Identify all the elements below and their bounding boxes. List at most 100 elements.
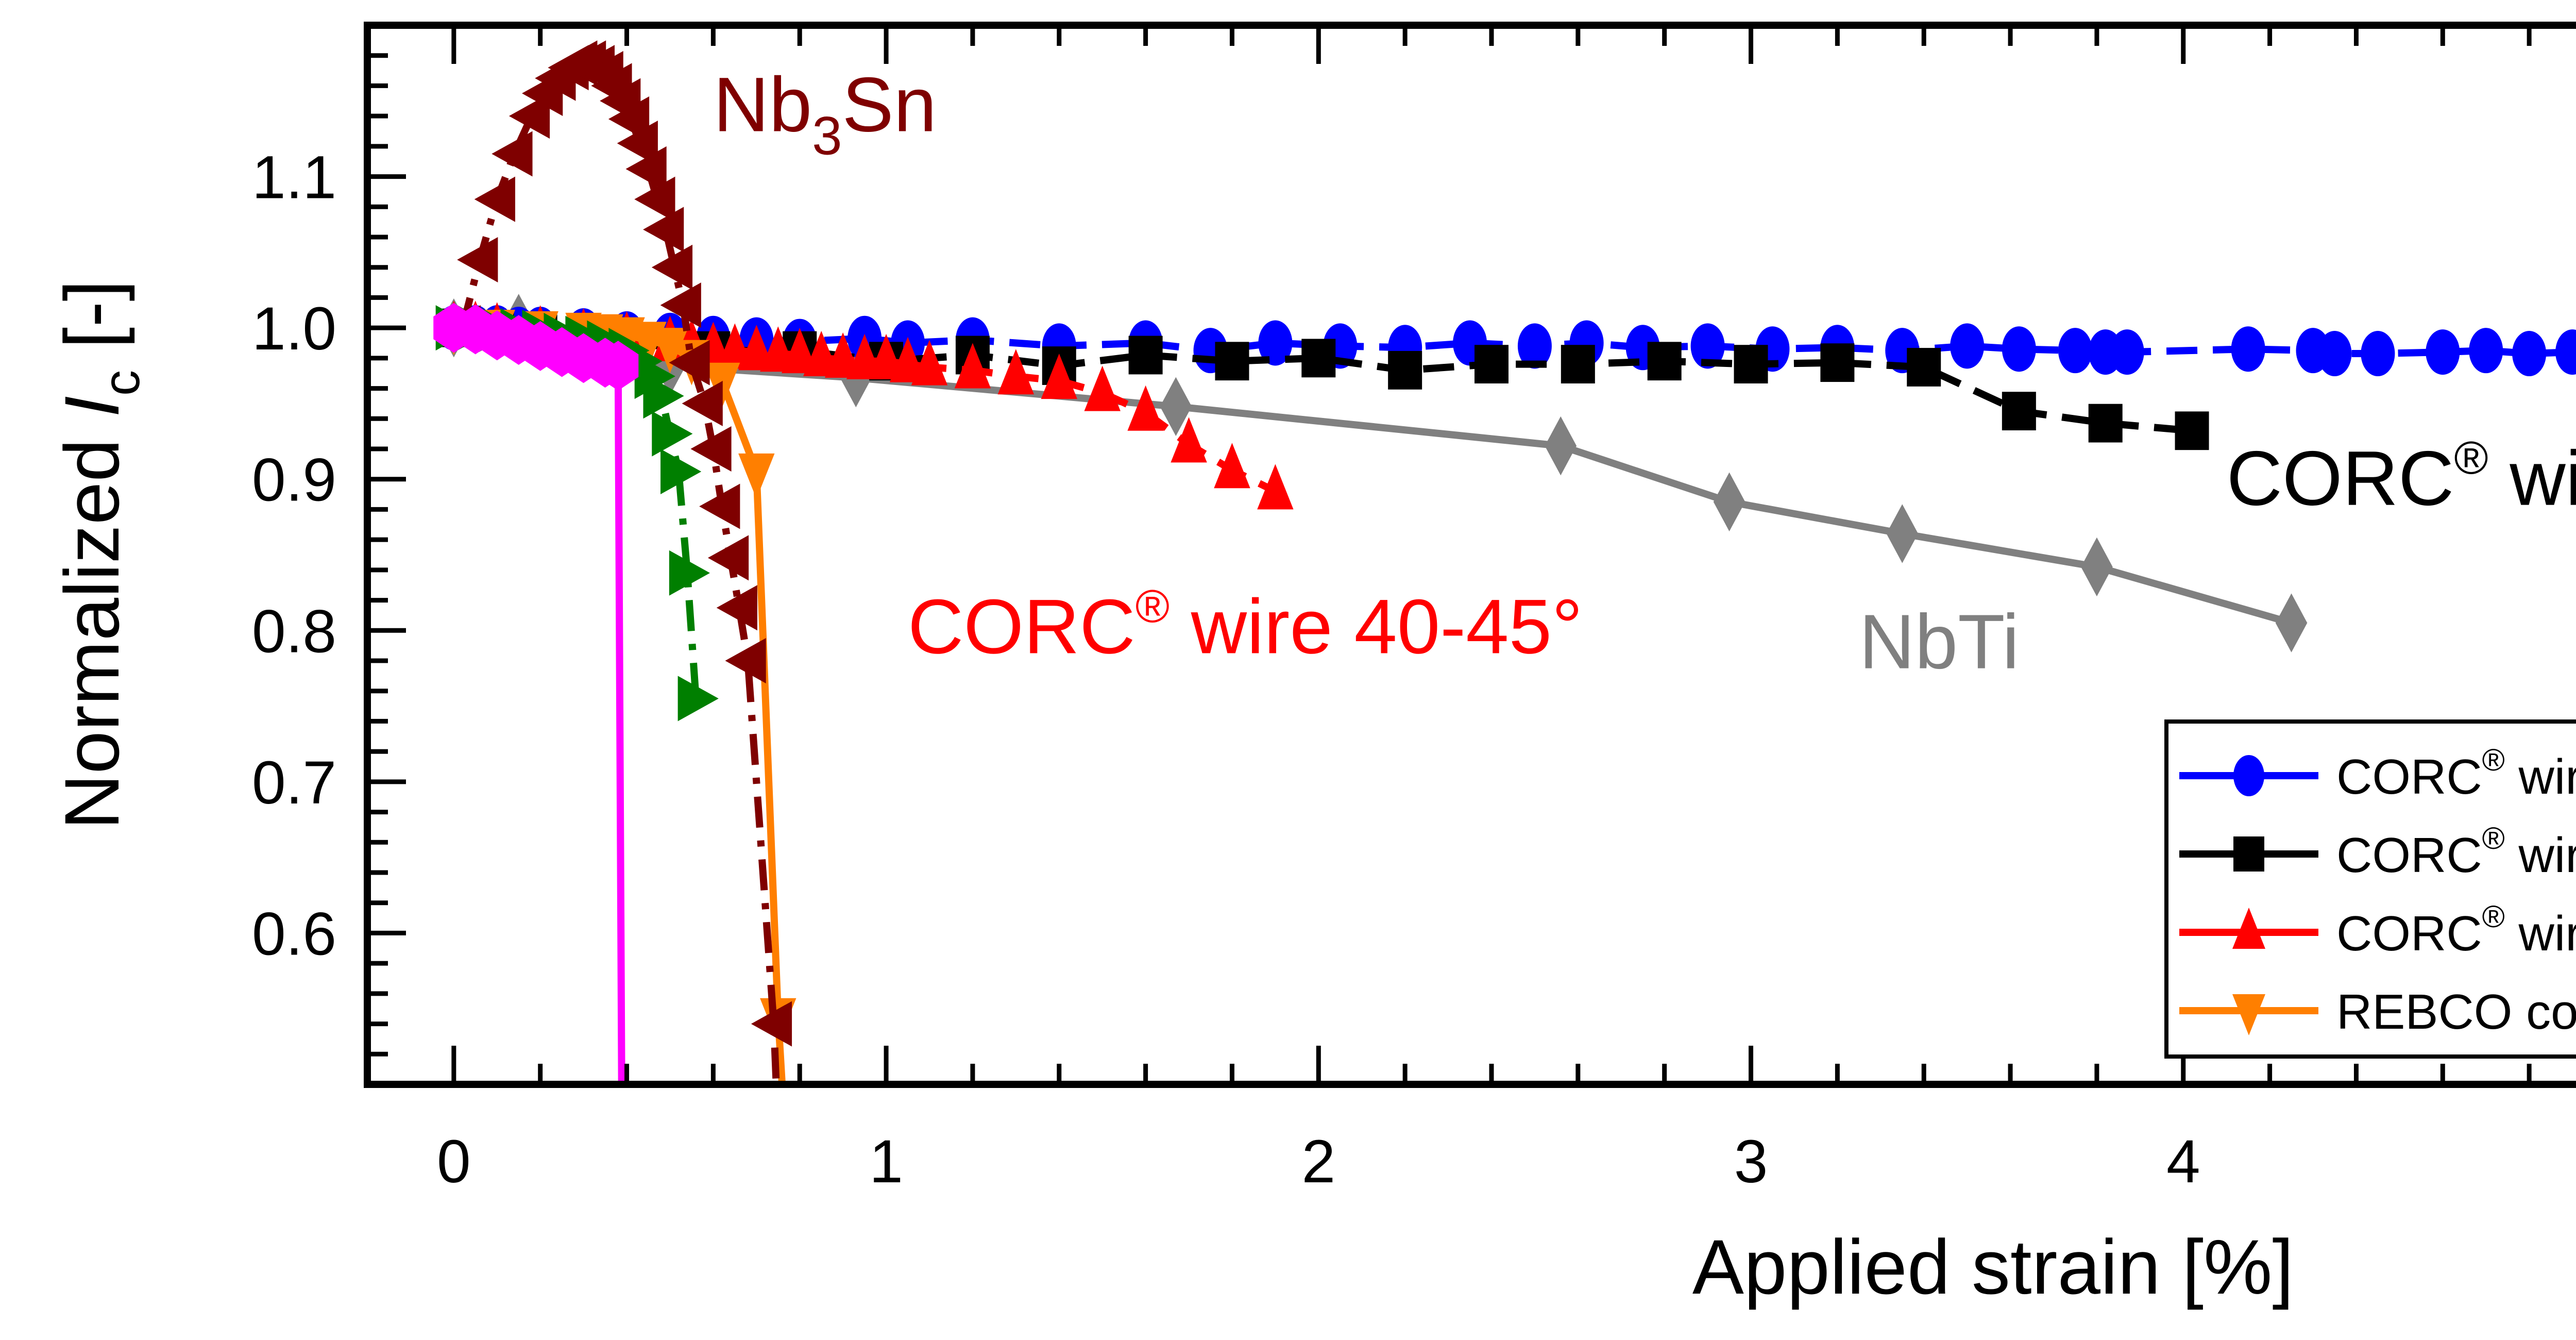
data-point — [492, 131, 533, 177]
data-point — [651, 244, 693, 290]
data-point — [2081, 537, 2113, 597]
data-point — [1545, 416, 1577, 476]
annotation-label: Optimized CORC® wire — [2572, 198, 2576, 287]
data-point — [868, 333, 905, 379]
data-point — [1388, 350, 1422, 390]
legend-marker — [2232, 994, 2265, 1035]
data-point — [608, 96, 650, 142]
data-point — [1041, 354, 1077, 399]
data-point — [1214, 443, 1250, 489]
data-point — [707, 535, 749, 581]
data-point — [1258, 320, 1293, 366]
series-layer — [433, 40, 2576, 1084]
data-point — [1907, 348, 1941, 387]
legend-item: REBCO coated conductor — [2179, 984, 2576, 1040]
x-tick-label: 4 — [2166, 1128, 2200, 1196]
annotations: Nb3Sn Optimized CORC® wire CORC® wire 30-3… — [713, 61, 2576, 685]
legend-label: CORC® wire 28 tapes optimized — [2336, 743, 2576, 805]
y-tick-label: 0.8 — [252, 597, 336, 665]
data-point — [617, 120, 658, 166]
data-point — [2002, 392, 2036, 431]
x-tick-label: 3 — [1734, 1128, 1768, 1196]
legend-item: CORC® wire 28 tapes optimized — [2179, 743, 2576, 805]
data-point — [509, 93, 550, 139]
data-point — [889, 337, 926, 382]
data-point — [2175, 411, 2209, 450]
data-point — [2317, 331, 2352, 377]
data-point — [598, 341, 639, 391]
data-point — [1690, 323, 1725, 369]
annotation-label: CORC® wire 30-36° — [2227, 433, 2576, 522]
data-point — [1160, 377, 1192, 436]
x-tick-label: 2 — [1301, 1128, 1335, 1196]
data-point — [457, 237, 498, 283]
series-nb3sn — [439, 40, 792, 1084]
data-point — [2426, 329, 2460, 375]
series-line — [453, 324, 625, 1084]
legend-label: REBCO coated conductor — [2336, 984, 2576, 1040]
data-point — [997, 349, 1035, 395]
data-point — [1713, 472, 1745, 531]
legend-label: CORC® wire wound at 40-45° — [2336, 899, 2576, 961]
data-point — [1474, 345, 1509, 383]
data-point — [716, 585, 757, 631]
annotation-label: NbTi — [1859, 598, 2019, 685]
data-point — [2002, 326, 2036, 372]
data-point — [660, 282, 701, 328]
data-point — [660, 449, 702, 495]
data-point — [1950, 323, 1985, 369]
data-point — [1171, 417, 1207, 463]
data-point — [625, 146, 667, 192]
data-point — [474, 176, 515, 222]
legend-marker — [2233, 836, 2264, 872]
data-point — [1257, 464, 1294, 510]
series-bi-2223 — [433, 303, 639, 1084]
data-point — [2361, 331, 2395, 377]
data-point — [1517, 323, 1552, 369]
legend-label: CORC® wire wound at 30-36° — [2336, 821, 2576, 883]
annotation-label: CORC® wire 40-45° — [908, 581, 1583, 669]
x-tick-label: 0 — [437, 1128, 471, 1196]
data-point — [2512, 331, 2547, 377]
y-tick-label: 0.7 — [252, 749, 336, 817]
data-point — [2058, 328, 2092, 374]
data-point — [643, 373, 684, 419]
data-point — [669, 340, 710, 386]
x-tick-label: 1 — [869, 1128, 903, 1196]
data-point — [1886, 504, 1919, 563]
y-tick-label: 0.6 — [252, 900, 336, 968]
data-point — [643, 207, 684, 253]
data-point — [652, 328, 688, 374]
data-point — [2469, 328, 2503, 374]
y-axis-title: Normalized Ic [-] — [48, 280, 150, 830]
legend-item: CORC® wire wound at 30-36° — [2179, 821, 2576, 883]
data-point — [2275, 593, 2308, 652]
data-point — [682, 380, 723, 426]
data-point — [2110, 329, 2144, 375]
y-tick-label: 1.0 — [252, 295, 336, 363]
data-point — [1647, 342, 1682, 381]
data-point — [2088, 404, 2123, 443]
data-point — [738, 453, 775, 499]
data-point — [699, 483, 740, 529]
annotation-label: Nb3Sn — [713, 61, 937, 166]
data-point — [2231, 326, 2265, 372]
data-point — [1734, 345, 1768, 383]
data-point — [690, 426, 732, 472]
data-point — [634, 176, 675, 222]
data-point — [1820, 343, 1855, 382]
data-point — [911, 340, 948, 386]
legend: CORC® wire 28 tapes optimized CORC® wire … — [2164, 719, 2576, 1059]
axis-ticks: 012345670.60.70.80.91.01.1 — [252, 25, 2532, 1196]
data-point — [954, 343, 991, 389]
legend-marker — [2233, 755, 2264, 796]
data-point — [1215, 342, 1249, 381]
legend-item: CORC® wire wound at 40-45° — [2179, 899, 2576, 961]
data-point — [669, 550, 710, 596]
y-tick-label: 0.9 — [252, 446, 336, 514]
data-point — [1561, 345, 1595, 383]
data-point — [652, 411, 693, 457]
data-point — [1301, 339, 1336, 378]
data-point — [1084, 365, 1121, 411]
